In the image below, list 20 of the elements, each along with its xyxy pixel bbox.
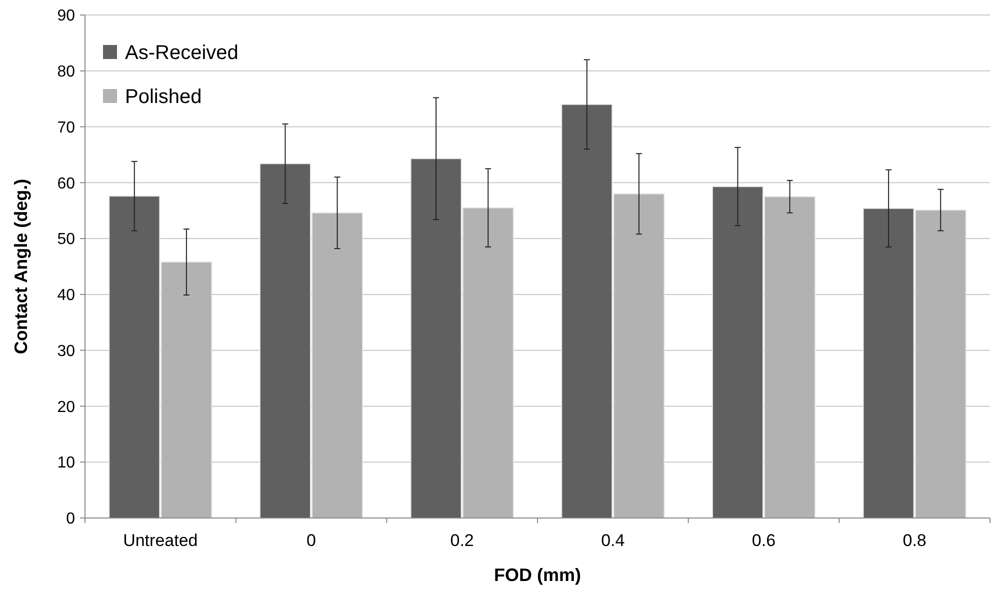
- x-tick-label: 0.8: [902, 531, 926, 550]
- y-tick-label: 0: [66, 510, 76, 528]
- y-tick-label: 50: [57, 231, 76, 248]
- x-tick-label: 0: [306, 531, 316, 550]
- y-axis-title: Contact Angle (deg.): [11, 178, 31, 354]
- y-tick-label: 40: [57, 287, 76, 304]
- y-tick-label: 20: [57, 398, 76, 416]
- y-tick-label: 90: [57, 8, 76, 25]
- x-tick-label: 0.6: [752, 531, 776, 550]
- y-tick-label: 80: [57, 63, 76, 80]
- y-tick-label: 10: [57, 454, 76, 472]
- legend-label: As-Received: [125, 42, 238, 64]
- y-tick-label: 70: [57, 119, 76, 136]
- y-tick-label: 60: [57, 175, 76, 192]
- x-tick-label: Untreated: [123, 531, 198, 550]
- x-tick-label: 0.2: [450, 531, 474, 550]
- y-tick-label: 30: [57, 342, 76, 360]
- x-axis-title: FOD (mm): [494, 565, 581, 585]
- x-tick-label: 0.4: [601, 531, 625, 550]
- legend-label: Polished: [125, 86, 202, 108]
